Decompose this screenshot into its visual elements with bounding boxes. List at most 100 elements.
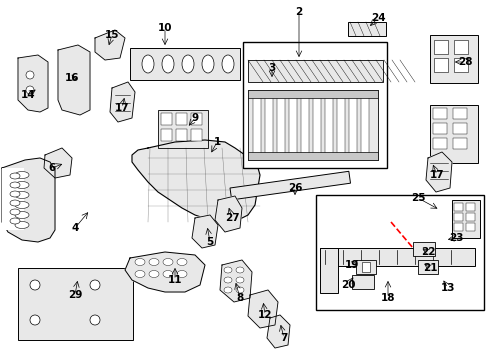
Ellipse shape [15, 211, 29, 219]
Polygon shape [110, 82, 135, 122]
Ellipse shape [163, 258, 173, 266]
Ellipse shape [202, 55, 214, 73]
Bar [452, 123, 466, 134]
Bar [452, 138, 466, 149]
Text: 12: 12 [257, 310, 272, 320]
Bar [229, 171, 350, 200]
Ellipse shape [135, 270, 145, 278]
Polygon shape [215, 196, 242, 232]
Bar [18, 268, 133, 340]
Text: 24: 24 [370, 13, 385, 23]
Bar [276, 92, 285, 158]
Polygon shape [247, 290, 278, 328]
Bar [433, 58, 447, 72]
Text: 17: 17 [429, 170, 444, 180]
Bar [432, 123, 446, 134]
Bar [315, 195, 483, 310]
Ellipse shape [10, 182, 20, 188]
Bar [432, 108, 446, 119]
Ellipse shape [236, 267, 244, 273]
Bar [429, 105, 477, 163]
Text: 15: 15 [104, 30, 119, 40]
Ellipse shape [162, 55, 174, 73]
Bar [453, 40, 467, 54]
Text: 1: 1 [213, 137, 220, 147]
Bar [360, 92, 368, 158]
Text: 27: 27 [224, 213, 239, 223]
Ellipse shape [10, 191, 20, 197]
Ellipse shape [177, 270, 186, 278]
Text: 26: 26 [287, 183, 302, 193]
Ellipse shape [224, 267, 231, 273]
Text: 17: 17 [115, 103, 129, 113]
Bar [325, 92, 332, 158]
Polygon shape [425, 152, 451, 192]
Bar [465, 223, 474, 231]
Text: 10: 10 [158, 23, 172, 33]
Bar [161, 129, 172, 141]
Circle shape [90, 280, 100, 290]
Bar [243, 42, 386, 168]
Ellipse shape [182, 55, 194, 73]
Ellipse shape [135, 258, 145, 266]
Bar [247, 152, 377, 160]
Text: 5: 5 [206, 237, 213, 247]
Text: 2: 2 [295, 7, 302, 17]
Ellipse shape [149, 270, 159, 278]
Text: 4: 4 [71, 223, 79, 233]
Ellipse shape [222, 55, 234, 73]
Text: 16: 16 [64, 73, 79, 83]
Circle shape [30, 280, 40, 290]
Text: 9: 9 [191, 113, 198, 123]
Ellipse shape [224, 287, 231, 293]
Text: 8: 8 [236, 293, 243, 303]
Bar [247, 90, 377, 98]
Circle shape [26, 86, 34, 94]
Text: 21: 21 [422, 263, 436, 273]
Text: 20: 20 [340, 280, 354, 290]
Ellipse shape [10, 218, 20, 224]
Bar [465, 203, 474, 211]
Bar [176, 113, 186, 125]
Bar [429, 35, 477, 83]
Bar [2, 168, 24, 230]
Ellipse shape [15, 202, 29, 208]
Bar [176, 129, 186, 141]
Ellipse shape [142, 55, 154, 73]
Ellipse shape [236, 287, 244, 293]
Ellipse shape [15, 221, 29, 229]
Bar [130, 48, 240, 80]
Text: 23: 23 [448, 233, 462, 243]
Text: 6: 6 [48, 163, 56, 173]
Bar [264, 92, 272, 158]
Circle shape [30, 315, 40, 325]
Bar [347, 22, 385, 36]
Ellipse shape [149, 258, 159, 266]
Text: 19: 19 [344, 260, 359, 270]
Text: 29: 29 [68, 290, 82, 300]
Bar [453, 203, 462, 211]
Circle shape [90, 315, 100, 325]
Ellipse shape [236, 277, 244, 283]
Polygon shape [2, 158, 55, 242]
Bar [252, 92, 261, 158]
Bar [453, 213, 462, 221]
Ellipse shape [15, 192, 29, 198]
Polygon shape [125, 252, 204, 292]
Bar [161, 113, 172, 125]
Bar [432, 138, 446, 149]
Bar [453, 223, 462, 231]
Bar [191, 129, 202, 141]
Bar [351, 275, 373, 289]
Text: 11: 11 [167, 275, 182, 285]
Polygon shape [95, 30, 125, 60]
Polygon shape [220, 260, 251, 302]
Bar [355, 260, 375, 274]
Bar [465, 213, 474, 221]
Bar [319, 248, 474, 266]
Bar [158, 110, 207, 148]
Text: 28: 28 [457, 57, 471, 67]
Ellipse shape [15, 181, 29, 189]
Text: 18: 18 [380, 293, 394, 303]
Text: 3: 3 [268, 63, 275, 73]
